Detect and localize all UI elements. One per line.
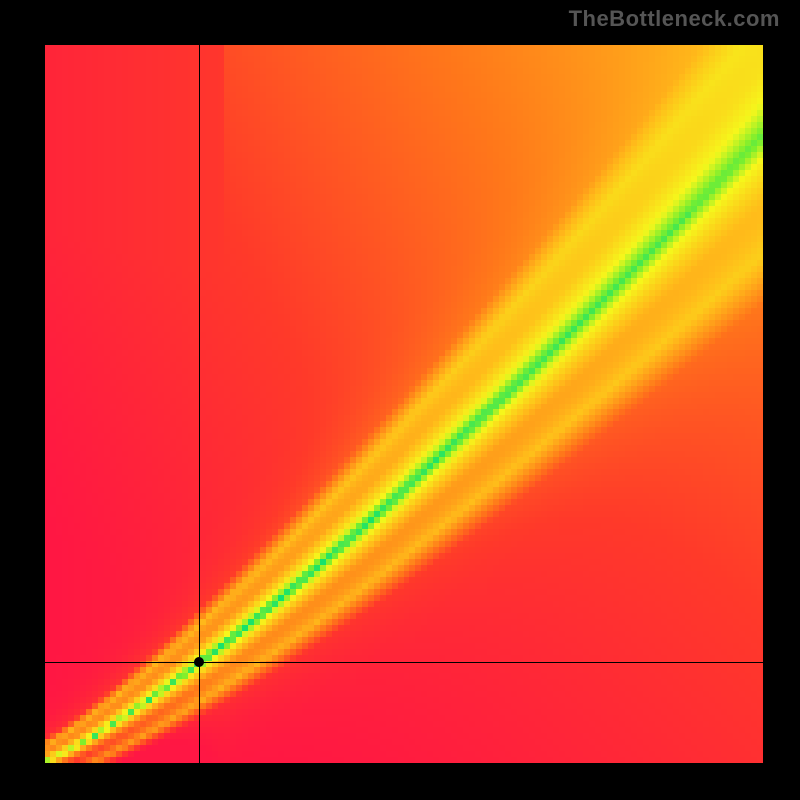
chart-container: { "watermark": "TheBottleneck.com", "wat… xyxy=(0,0,800,800)
heatmap-plot xyxy=(45,45,763,763)
heatmap-canvas xyxy=(45,45,763,763)
watermark-text: TheBottleneck.com xyxy=(569,6,780,32)
